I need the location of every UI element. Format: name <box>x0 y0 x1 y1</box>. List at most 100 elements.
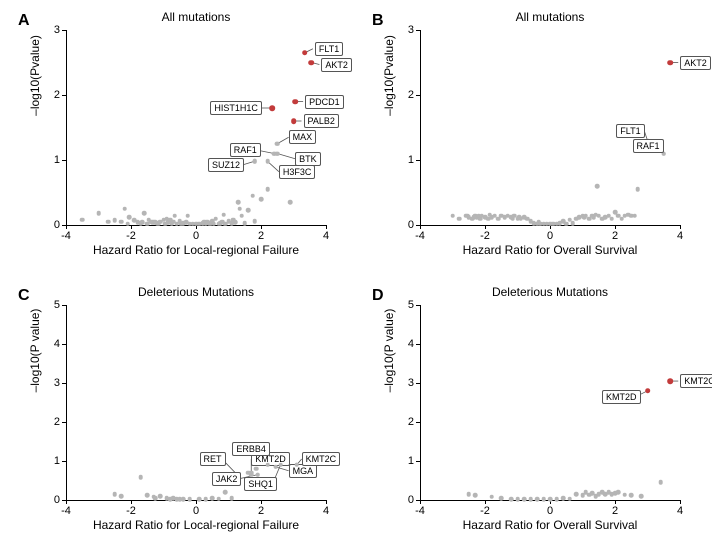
gene-label: SHQ1 <box>244 477 277 491</box>
xtick-label: -2 <box>480 230 490 242</box>
ytick <box>416 500 420 501</box>
scatter-point <box>609 216 614 221</box>
scatter-point <box>246 208 251 213</box>
ytick <box>62 225 66 226</box>
ylabel-A: –log10(Pvalue) <box>28 0 42 173</box>
scatter-point <box>210 496 215 501</box>
scatter-point <box>457 216 462 221</box>
ytick <box>416 344 420 345</box>
scatter-point <box>127 215 132 220</box>
xtick-label: -2 <box>126 230 136 242</box>
ytick <box>416 30 420 31</box>
gene-label: JAK2 <box>212 472 242 486</box>
gene-label: PALB2 <box>304 114 339 128</box>
plot-area-A <box>66 30 327 226</box>
scatter-point <box>489 495 494 500</box>
xtick <box>261 225 262 229</box>
scatter-point <box>80 218 85 223</box>
ytick <box>62 344 66 345</box>
ytick <box>416 225 420 226</box>
scatter-point <box>181 497 186 502</box>
scatter-point <box>142 211 147 216</box>
ytick <box>62 500 66 501</box>
plot-area-C <box>66 305 327 501</box>
xtick <box>261 500 262 504</box>
scatter-point <box>119 219 124 224</box>
gene-label: AKT2 <box>321 58 352 72</box>
scatter-point <box>570 221 575 226</box>
xtick-label: -4 <box>415 505 425 517</box>
scatter-point <box>236 200 241 205</box>
scatter-point <box>574 492 579 497</box>
gene-label: FLT1 <box>315 42 343 56</box>
gene-label: KMT2D <box>602 390 641 404</box>
xtick <box>680 225 681 229</box>
ytick-label: 1 <box>402 455 414 467</box>
scatter-point <box>522 497 527 502</box>
ytick <box>62 461 66 462</box>
xtick <box>326 500 327 504</box>
ytick <box>62 160 66 161</box>
ytick-label: 1 <box>402 154 414 166</box>
xtick <box>66 500 67 504</box>
gene-label: AKT2 <box>680 56 711 70</box>
scatter-point <box>96 211 101 216</box>
ytick-label: 5 <box>402 299 414 311</box>
scatter-point-labeled <box>249 470 254 475</box>
scatter-point <box>632 214 637 219</box>
ytick-label: 0 <box>48 494 60 506</box>
xlabel-D: Hazard Ratio for Overall Survival <box>420 518 680 532</box>
xtick-label: 2 <box>612 230 618 242</box>
ytick <box>416 95 420 96</box>
panel-title-B: All mutations <box>420 10 680 24</box>
scatter-point-labeled <box>294 463 299 468</box>
xtick-label: 4 <box>677 505 683 517</box>
scatter-point-significant <box>309 60 315 66</box>
ytick-label: 5 <box>48 299 60 311</box>
gene-label: MAX <box>289 130 317 144</box>
plot-area-D <box>420 305 681 501</box>
scatter-point <box>622 492 627 497</box>
ytick-label: 2 <box>402 89 414 101</box>
xtick-label: -4 <box>415 230 425 242</box>
scatter-point <box>252 219 257 224</box>
ylabel-D: –log10(P value) <box>382 253 396 448</box>
scatter-point <box>106 219 111 224</box>
xtick-label: -4 <box>61 505 71 517</box>
scatter-point <box>125 221 130 226</box>
xtick-label: 2 <box>258 230 264 242</box>
gene-label: HIST1H1C <box>210 101 262 115</box>
ytick-label: 2 <box>402 416 414 428</box>
xtick <box>485 225 486 229</box>
scatter-point <box>216 497 221 502</box>
xtick <box>420 500 421 504</box>
ylabel-B: –log10(Pvalue) <box>382 0 396 173</box>
gene-label: RET <box>200 452 226 466</box>
xtick <box>615 225 616 229</box>
scatter-point <box>259 197 264 202</box>
scatter-point <box>158 494 163 499</box>
ytick <box>416 461 420 462</box>
gene-label: KMT2C <box>302 452 341 466</box>
xtick <box>485 500 486 504</box>
scatter-point <box>658 480 663 485</box>
scatter-point <box>629 493 634 498</box>
scatter-point <box>173 214 178 219</box>
scatter-point <box>187 497 192 502</box>
panel-title-D: Deleterious Mutations <box>420 285 680 299</box>
ytick-label: 2 <box>48 416 60 428</box>
scatter-point <box>122 206 127 211</box>
scatter-point <box>145 493 150 498</box>
scatter-point <box>499 496 504 501</box>
ytick <box>416 160 420 161</box>
scatter-point-significant <box>667 378 673 384</box>
scatter-point <box>265 187 270 192</box>
xtick-label: 0 <box>547 230 553 242</box>
ytick-label: 4 <box>402 338 414 350</box>
scatter-point <box>112 218 117 223</box>
scatter-point <box>239 214 244 219</box>
panel-title-A: All mutations <box>66 10 326 24</box>
scatter-point <box>450 214 455 219</box>
scatter-point-labeled <box>265 463 270 468</box>
scatter-point <box>595 184 600 189</box>
